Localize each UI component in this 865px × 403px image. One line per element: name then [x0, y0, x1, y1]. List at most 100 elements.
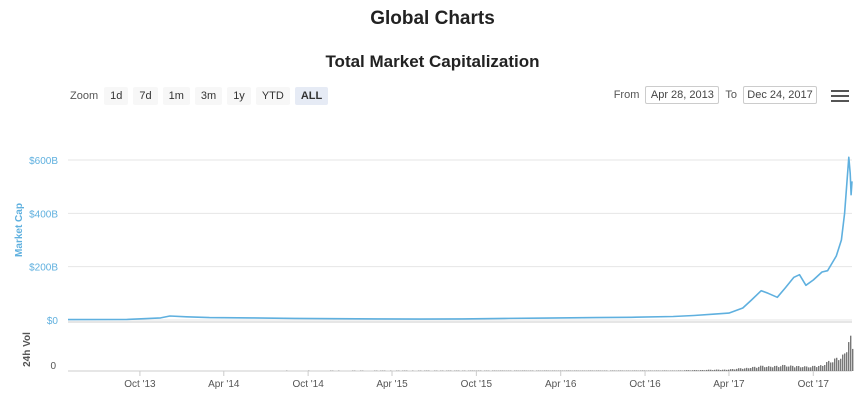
y-axis-title: Market Cap — [14, 203, 25, 257]
zoom-label: Zoom — [70, 90, 99, 102]
volume-bar — [806, 366, 808, 371]
market-cap-series-line — [67, 156, 853, 321]
zoom-1d-button[interactable]: 1d — [104, 87, 129, 105]
volume-bar — [800, 367, 802, 371]
volume-bar — [784, 365, 786, 371]
zoom-7d-button[interactable]: 7d — [133, 87, 158, 105]
zoom-1y-button[interactable]: 1y — [227, 87, 251, 105]
volume-bar — [688, 370, 690, 371]
volume-bar — [840, 358, 842, 371]
volume-bar — [790, 365, 792, 371]
volume-bar — [734, 369, 736, 371]
volume-bar — [830, 362, 832, 371]
volume-bar — [778, 367, 780, 371]
x-tick-label: Oct '17 — [798, 379, 830, 390]
page-title: Global Charts — [370, 8, 495, 29]
volume-bar — [726, 369, 728, 371]
volume-bar — [846, 352, 848, 371]
volume-bar — [754, 366, 756, 371]
to-label: To — [725, 89, 737, 101]
volume-axis-title: 24h Vol — [22, 332, 33, 367]
volume-bar — [744, 368, 746, 371]
volume-bar — [728, 369, 730, 371]
from-date-input[interactable] — [645, 86, 720, 104]
volume-bar — [748, 368, 750, 371]
volume-bar — [834, 358, 836, 371]
zoom-1m-button[interactable]: 1m — [162, 87, 190, 105]
volume-bar — [802, 367, 804, 371]
volume-bar — [736, 368, 738, 371]
x-tick-label: Oct '15 — [461, 379, 493, 390]
volume-bar — [760, 365, 762, 371]
volume-bar — [708, 369, 710, 371]
hamburger-menu-icon[interactable] — [831, 88, 849, 104]
y-tick-label: $200B — [29, 263, 58, 274]
volume-bar — [738, 368, 740, 371]
volume-bar — [828, 360, 830, 371]
volume-bar — [724, 369, 726, 371]
volume-bar — [814, 365, 816, 371]
volume-tick-label: 0 — [50, 361, 56, 372]
volume-bar — [722, 369, 724, 371]
volume-bar — [798, 366, 800, 371]
volume-bar — [692, 370, 694, 371]
volume-bar — [720, 370, 722, 371]
volume-bar — [808, 367, 810, 371]
y-tick-label: $400B — [29, 209, 58, 220]
volume-bar — [758, 366, 760, 371]
x-tick-label: Oct '14 — [292, 379, 324, 390]
volume-bar — [774, 365, 776, 371]
volume-bar — [780, 366, 782, 371]
x-tick-label: Apr '16 — [545, 379, 577, 390]
volume-bar — [812, 365, 814, 371]
volume-bar — [678, 370, 680, 371]
volume-bar — [702, 370, 704, 371]
chart-title: Total Market Capitalization — [325, 52, 540, 71]
volume-bar — [804, 366, 806, 371]
zoom-ytd-button[interactable]: YTD — [255, 87, 290, 105]
volume-bar — [716, 369, 718, 371]
volume-bar — [712, 370, 714, 371]
volume-bar — [642, 370, 644, 371]
x-tick-label: Apr '14 — [208, 379, 240, 390]
x-tick-label: Oct '16 — [629, 379, 661, 390]
y-tick-label: $0 — [47, 316, 59, 327]
volume-bar — [680, 370, 682, 371]
to-date-input[interactable] — [743, 86, 817, 104]
volume-bar — [816, 367, 818, 371]
volume-bar — [694, 370, 696, 371]
date-range: From To — [608, 86, 817, 104]
volume-bar — [820, 365, 822, 371]
volume-bar — [832, 362, 834, 371]
volume-bar — [762, 365, 764, 371]
volume-bar — [782, 364, 784, 371]
volume-bar — [620, 370, 622, 371]
volume-bar — [690, 370, 692, 371]
y-tick-label: $600B — [29, 156, 58, 167]
from-label: From — [613, 89, 640, 101]
volume-bar — [740, 368, 742, 371]
zoom-3m-button[interactable]: 3m — [194, 87, 223, 105]
volume-bar — [836, 357, 838, 371]
volume-bar — [824, 365, 826, 371]
volume-bar — [718, 369, 720, 371]
volume-bar — [842, 354, 844, 371]
volume-bar — [764, 367, 766, 371]
volume-bar — [756, 367, 758, 371]
volume-bar — [796, 366, 798, 371]
zoom-all-button[interactable]: ALL — [294, 87, 329, 105]
volume-bar — [768, 366, 770, 371]
volume-bar — [746, 367, 748, 371]
volume-bar — [704, 370, 706, 371]
volume-bar — [684, 370, 686, 371]
volume-bar — [772, 367, 774, 371]
zoom-bar: Zoom 1d 7d 1m 3m 1y YTD ALL — [70, 87, 333, 105]
volume-bar — [696, 370, 698, 371]
volume-bar — [766, 366, 768, 371]
volume-bar — [786, 366, 788, 371]
volume-bar — [730, 369, 732, 371]
volume-bar — [838, 360, 840, 371]
volume-bar — [750, 368, 752, 371]
volume-bar — [732, 369, 734, 371]
volume-bar — [792, 365, 794, 371]
